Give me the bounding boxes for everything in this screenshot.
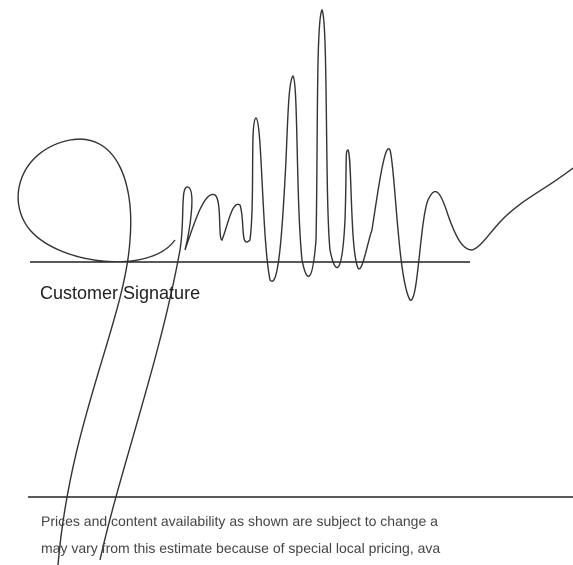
footer-text: Prices and content availability as shown… bbox=[41, 513, 438, 529]
signature bbox=[17, 8, 573, 565]
footer-text: may vary from this estimate because of s… bbox=[41, 540, 441, 556]
signature-label: Customer Signature bbox=[40, 283, 201, 303]
